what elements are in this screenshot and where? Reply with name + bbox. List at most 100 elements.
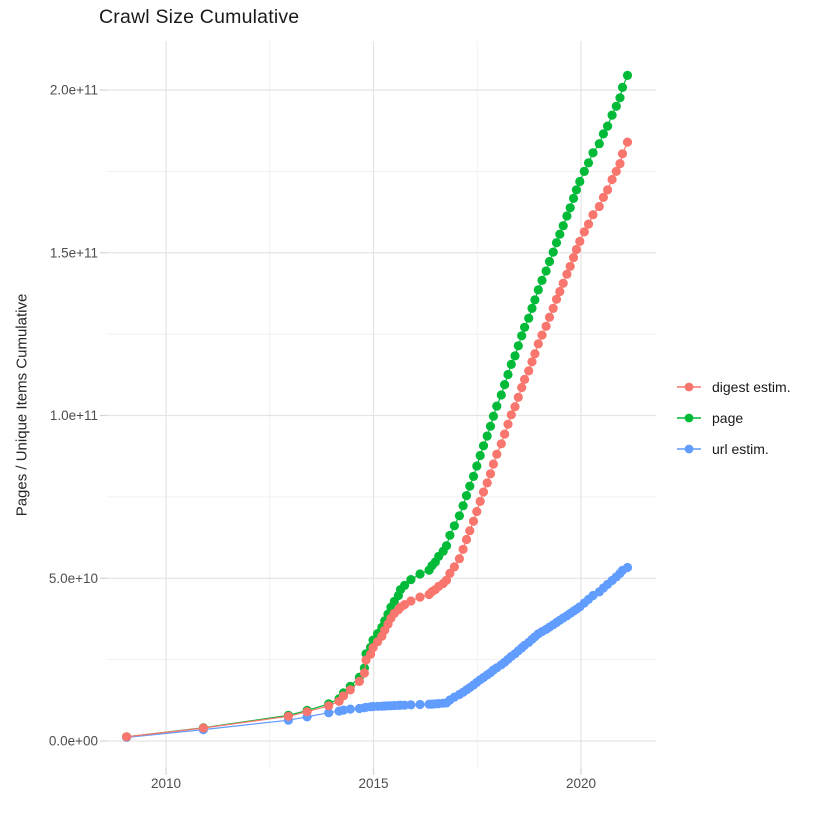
series-digest-estim-point — [558, 278, 568, 288]
series-page-point — [485, 421, 496, 431]
series-digest-estim-point — [571, 244, 582, 255]
series-url-estim-point — [406, 700, 416, 710]
series-digest-estim-point — [449, 562, 459, 572]
series-digest-estim-point — [551, 294, 562, 304]
x-tick-label: 2010 — [151, 776, 181, 791]
series-page-point — [513, 341, 523, 351]
series-page-point — [571, 185, 582, 195]
x-tick-label: 2020 — [566, 776, 596, 791]
chart-title: Crawl Size Cumulative — [99, 6, 300, 28]
series-page-point — [415, 569, 425, 579]
series-digest-estim-point — [345, 685, 355, 695]
series-digest-estim-point — [555, 286, 565, 297]
series-digest-estim-point — [594, 201, 604, 212]
series-digest-estim-point — [575, 236, 585, 246]
series-digest-estim-point — [283, 711, 293, 721]
series-digest-estim-point — [533, 339, 543, 349]
series-page-point — [562, 211, 572, 221]
series-url-estim-point — [622, 562, 633, 573]
legend-item-page: page — [676, 407, 791, 429]
series-page-point — [617, 82, 628, 92]
y-tick-label: 2.0e+11 — [50, 83, 98, 98]
series-digest-estim-point — [520, 374, 530, 384]
series-page-point — [544, 256, 555, 267]
grid-minor — [107, 41, 656, 768]
series-digest-estim-point — [506, 410, 516, 420]
series-digest-estim-point — [485, 469, 496, 479]
series-digest-estim-point — [611, 166, 621, 176]
series-digest-estim-point — [415, 592, 425, 602]
series-page-point — [492, 401, 502, 411]
series-page-point — [500, 380, 510, 390]
series-digest-estim-point — [622, 137, 633, 147]
series-digest-estim-point — [461, 534, 472, 545]
series-page-point — [541, 266, 551, 276]
legend-label: page — [712, 410, 744, 426]
series-digest-estim-point — [441, 575, 452, 585]
series-digest-estim-point — [492, 449, 502, 459]
series-page-point — [400, 580, 410, 591]
y-tick-label: 1.5e+11 — [50, 245, 98, 260]
series-digest-estim-point — [354, 676, 364, 687]
series-page-point — [524, 313, 534, 323]
series-digest-estim-point — [607, 174, 617, 185]
legend-item-url-estim: url estim. — [676, 438, 791, 460]
series-page-point — [555, 229, 565, 239]
digest-estim-marker-icon — [677, 382, 701, 392]
series-page-point — [537, 275, 547, 285]
series-page-point — [441, 541, 452, 551]
y-tick-label: 1.0e+11 — [50, 408, 98, 423]
series-digest-estim-point — [583, 219, 594, 229]
series-page-point — [506, 359, 516, 369]
series-digest-estim-point — [615, 159, 625, 169]
series-digest-estim-point — [513, 392, 523, 402]
x-tick-label: 2015 — [358, 776, 388, 791]
series-page-point — [527, 303, 537, 313]
url-estim-marker-icon — [677, 444, 701, 454]
series-digest-estim-point — [472, 506, 482, 517]
series-page-point — [615, 93, 625, 103]
series-digest-estim-point — [530, 349, 540, 359]
series-page-point — [517, 331, 527, 341]
series-page-point — [454, 511, 464, 521]
series-digest-estim-point — [548, 303, 558, 313]
series-page-point — [520, 322, 530, 332]
series-page-point — [468, 471, 479, 481]
legend-label: digest estim. — [712, 379, 791, 395]
series-page-point — [607, 110, 617, 120]
legend-item-digest-estim: digest estim. — [676, 376, 791, 398]
series-digest-estim-point — [496, 439, 506, 449]
series-page-point — [548, 247, 558, 257]
series-page-point — [461, 491, 472, 501]
series-url-estim-point — [324, 708, 334, 718]
series-page-point — [575, 176, 585, 187]
series-page-point — [558, 221, 568, 231]
series-digest-estim — [122, 137, 633, 742]
series-digest-estim-point — [527, 357, 537, 367]
series-digest-estim-point — [359, 668, 369, 678]
series-page-point — [406, 575, 416, 585]
series-url-estim — [122, 562, 633, 743]
series-page-point — [475, 450, 485, 461]
y-tick-label: 5.0e+10 — [49, 571, 98, 586]
series-digest-estim-point — [445, 568, 455, 579]
series-page-point — [449, 521, 459, 531]
series-page-point — [496, 390, 506, 400]
series-digest-estim-point — [475, 496, 485, 506]
series-digest-estim-point — [588, 210, 598, 220]
series-digest-estim-point — [565, 261, 575, 271]
series-digest-estim-point — [482, 478, 492, 488]
series-digest-estim-point — [541, 321, 551, 331]
series-url-estim-point — [345, 704, 355, 714]
series-page-point — [458, 501, 468, 511]
series-page-point — [551, 238, 562, 248]
series-page-point — [465, 481, 475, 491]
series-digest-estim-point — [617, 149, 628, 159]
series-page-point — [510, 351, 520, 361]
series-page-point — [472, 461, 482, 471]
series-url-estim-point — [415, 699, 425, 710]
series-digest-estim-point — [510, 402, 520, 412]
series-digest-estim-point — [478, 487, 489, 497]
